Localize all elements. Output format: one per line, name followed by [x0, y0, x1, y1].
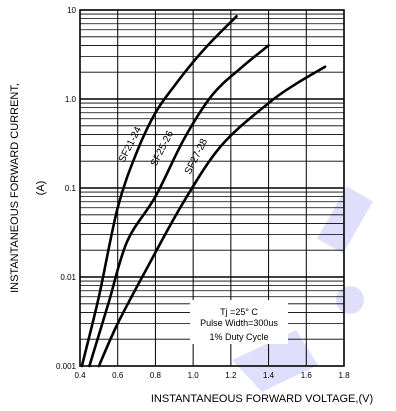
- x-tick-label: 0.4: [74, 371, 86, 380]
- x-tick-label: 1.4: [263, 371, 275, 380]
- annotation-temperature: Tj =25° C: [220, 307, 258, 317]
- x-tick-label: 1.6: [301, 371, 313, 380]
- test-conditions-background: [190, 300, 288, 344]
- y-tick-label: 0.1: [65, 184, 77, 193]
- x-tick-label: 1.0: [188, 371, 200, 380]
- x-tick-label: 1.2: [225, 371, 237, 380]
- watermark: [232, 186, 373, 392]
- tick-labels: 0.4 0.6 0.8 1.0 1.2 1.4 1.6 1.8 0.001 0.01 0.1 1.0 1…: [56, 6, 350, 380]
- grid: [80, 10, 344, 366]
- y-tick-label: 0.01: [60, 273, 76, 282]
- test-conditions-box: Tj =25° C Pulse Width=300us 1% Duty Cycl…: [190, 300, 288, 344]
- y-tick-label: 1.0: [65, 95, 77, 104]
- y-tick-label: 10: [67, 6, 76, 15]
- series-lines: [80, 15, 327, 368]
- y-axis-title-line1: INSTANTANEOUS FORWARD CURRENT,: [9, 83, 21, 293]
- series-line-sf25-26: [88, 44, 270, 368]
- series-line-sf21-24: [80, 15, 238, 368]
- watermark-bar: [317, 186, 373, 254]
- annotation-duty-cycle: 1% Duty Cycle: [209, 332, 268, 342]
- y-tick-label: 0.001: [56, 362, 77, 371]
- plot-border: [79, 9, 345, 367]
- x-tick-label: 0.6: [112, 371, 124, 380]
- x-tick-label: 1.8: [338, 371, 350, 380]
- annotation-pulse-width: Pulse Width=300us: [200, 318, 278, 328]
- series-line-sf27-28: [97, 65, 327, 368]
- x-tick-label: 0.8: [150, 371, 162, 380]
- watermark-dot: [336, 286, 364, 314]
- y-axis-title-line2: (A): [35, 181, 47, 196]
- x-axis-title: INSTANTANEOUS FORWARD VOLTAGE,(V): [151, 393, 373, 405]
- series-label-sf27-28: SF27-28: [183, 137, 210, 177]
- watermark-shape: [232, 330, 318, 392]
